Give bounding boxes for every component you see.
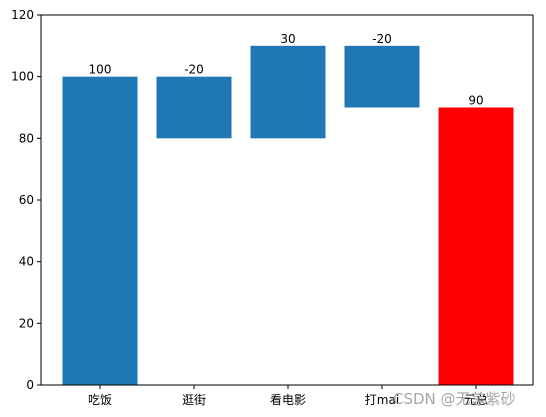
- x-axis: 吃饭 逛街 看电影 打mai 元总: [88, 385, 488, 407]
- x-tick-label: 逛街: [182, 393, 206, 407]
- data-labels-layer: 100 -20 30 -20 90: [89, 32, 484, 108]
- data-label-2: -20: [184, 63, 204, 77]
- y-tick-label: 40: [19, 255, 34, 269]
- plot-frame: [40, 14, 534, 386]
- y-tick-label: 100: [11, 70, 34, 84]
- y-tick-label: 60: [19, 193, 34, 207]
- x-tick-label: 看电影: [270, 393, 306, 407]
- x-tick-label: 吃饭: [88, 393, 112, 407]
- data-label-1: 100: [89, 63, 112, 77]
- bar-1: [62, 76, 138, 386]
- data-label-5: 90: [468, 94, 483, 108]
- bar-2: [156, 76, 232, 139]
- data-label-3: 30: [280, 32, 295, 46]
- bar-4: [344, 45, 420, 108]
- bar-5: [438, 107, 514, 385]
- data-label-4: -20: [372, 32, 392, 46]
- watermark-text: CSDN @无恙紫砂: [393, 390, 516, 408]
- y-tick-label: 120: [11, 8, 34, 22]
- y-axis: 0 20 40 60 80 100 120: [11, 8, 41, 392]
- x-tick-label: 打mai: [365, 393, 399, 407]
- y-tick-label: 0: [26, 378, 34, 392]
- y-tick-label: 80: [19, 131, 34, 145]
- y-tick-label: 20: [19, 316, 34, 330]
- x-tick-label: 元总: [464, 393, 488, 407]
- bar-3: [250, 45, 326, 139]
- bars-layer: [62, 45, 514, 386]
